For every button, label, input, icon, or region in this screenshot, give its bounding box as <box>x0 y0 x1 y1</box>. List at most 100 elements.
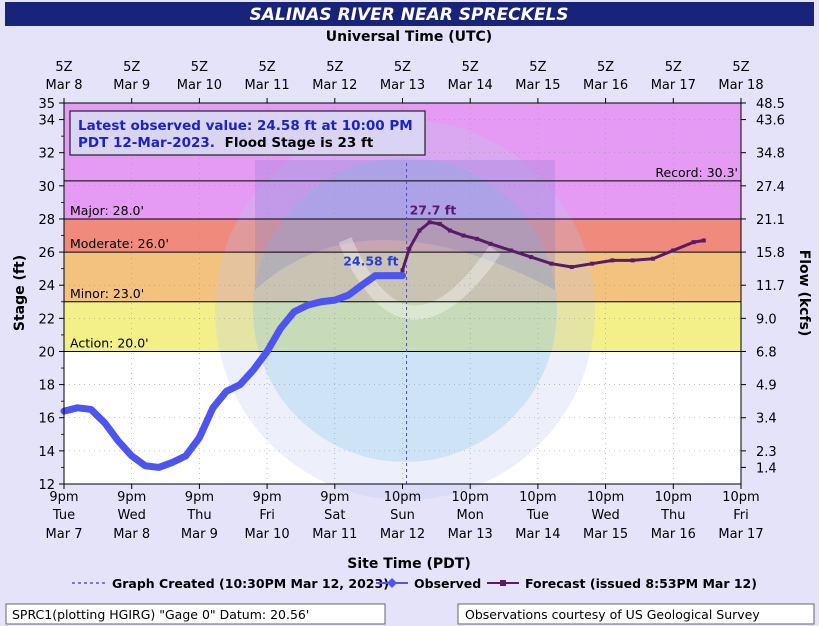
x-top-tick-time: 5Z <box>665 60 682 75</box>
x-tick-time: 10pm <box>519 490 556 505</box>
forecast-point <box>691 240 696 245</box>
x-tick-date: Mar 12 <box>380 527 425 542</box>
y-tick-label: 30 <box>38 180 55 195</box>
x-top-tick-date: Mar 16 <box>583 78 628 93</box>
x-top-tick-time: 5Z <box>462 60 479 75</box>
watermark-inner <box>253 158 557 462</box>
y-tick-label: 14 <box>38 445 55 460</box>
y2-tick-label: 27.4 <box>756 180 785 195</box>
y-tick-label: 24 <box>38 279 55 294</box>
x-tick-time: 9pm <box>49 490 78 505</box>
legend-observed-marker <box>387 578 397 588</box>
x-top-tick-date: Mar 14 <box>448 78 493 93</box>
y2-tick-label: 4.9 <box>756 379 777 394</box>
forecast-point <box>549 261 554 266</box>
y2-tick-label: 9.0 <box>756 312 777 327</box>
x-tick-dow: Wed <box>118 508 146 523</box>
forecast-point <box>417 228 422 233</box>
footer-courtesy: Observations courtesy of US Geological S… <box>465 607 760 622</box>
threshold-lines: Record: 30.3' Major: 28.0' Moderate: 26.0'… <box>64 165 741 352</box>
y-tick-label: 16 <box>38 412 55 427</box>
forecast-point <box>437 221 442 226</box>
x-tick-date: Mar 7 <box>46 527 83 542</box>
forecast-point <box>407 246 412 251</box>
noaa-watermark <box>215 120 595 500</box>
x-tick-time: 10pm <box>722 490 759 505</box>
forecast-point <box>590 261 595 266</box>
legend-forecast-label: Forecast (issued 8:53PM Mar 12) <box>525 576 757 591</box>
x-top-tick-date: Mar 8 <box>46 78 83 93</box>
y2-tick-label: 34.8 <box>756 147 785 162</box>
footer-left-box <box>5 603 386 625</box>
x-top-tick-time: 5Z <box>597 60 614 75</box>
forecast-point <box>630 258 635 263</box>
x-tick-date: Mar 17 <box>718 527 763 542</box>
x-tick-time: 9pm <box>253 490 282 505</box>
x-tick-dow: Sat <box>324 508 345 523</box>
x-top-tick-date: Mar 9 <box>113 78 150 93</box>
x-top-tick-time: 5Z <box>191 60 208 75</box>
x-tick-date: Mar 9 <box>181 527 218 542</box>
footer-datum: SPRC1(plotting HGIRG) "Gage 0" Datum: 20… <box>12 607 309 622</box>
threshold-label-record: Record: 30.3' <box>655 165 738 180</box>
forecast-point <box>427 220 432 225</box>
forecast-point <box>447 228 452 233</box>
x-tick-dow: Thu <box>186 508 211 523</box>
y-tick-label: 20 <box>38 345 55 360</box>
series-layer: 24.58 ft 27.7 ft <box>60 163 706 484</box>
x-tick-dow: Thu <box>660 508 685 523</box>
threshold-label-moderate: Moderate: 26.0' <box>70 236 169 251</box>
y2-tick-label: 2.3 <box>756 445 777 460</box>
forecast-point <box>461 233 466 238</box>
forecast-point <box>701 238 706 243</box>
y-tick-label: 32 <box>38 147 55 162</box>
observed-value-label: 24.58 ft <box>343 254 398 269</box>
x-top-tick-date: Mar 11 <box>244 78 289 93</box>
legend-created-label: Graph Created (10:30PM Mar 12, 2023) <box>112 576 389 591</box>
top-axis-label: Universal Time (UTC) <box>326 29 492 45</box>
y2-tick-label: 6.8 <box>756 345 777 360</box>
observed-series-line <box>60 272 406 471</box>
footer-right-box <box>457 603 815 625</box>
x-tick-dow: Mon <box>456 508 483 523</box>
y2-tick-label: 43.6 <box>756 114 785 129</box>
x-tick-time: 9pm <box>185 490 214 505</box>
x-top-tick-time: 5Z <box>394 60 411 75</box>
x-tick-dow: Fri <box>259 508 275 523</box>
x-top-tick-time: 5Z <box>55 60 72 75</box>
info-line2-date: PDT 12-Mar-2023. <box>78 135 215 151</box>
x-top-tick-time: 5Z <box>732 60 749 75</box>
x-top-tick-date: Mar 13 <box>380 78 425 93</box>
info-line2: PDT 12-Mar-2023. Flood Stage is 23 ft <box>78 135 374 151</box>
x-tick-date: Mar 16 <box>651 527 696 542</box>
x-tick-time: 9pm <box>320 490 349 505</box>
forecast-point <box>400 268 405 273</box>
info-line1: Latest observed value: 24.58 ft at 10:00… <box>78 118 413 134</box>
x-top-tick-date: Mar 12 <box>312 78 357 93</box>
x-tick-time: 10pm <box>384 490 421 505</box>
x-tick-date: Mar 13 <box>448 527 493 542</box>
y2-tick-label: 21.1 <box>756 213 785 228</box>
info-flood-stage: Flood Stage is 23 ft <box>225 135 374 151</box>
forecast-point <box>488 241 493 246</box>
y-tick-label: 18 <box>38 379 55 394</box>
y-tick-label: 22 <box>38 312 55 327</box>
forecast-point <box>529 255 534 260</box>
threshold-label-minor: Minor: 23.0' <box>70 286 144 301</box>
forecast-point <box>569 264 574 269</box>
x-tick-time: 9pm <box>117 490 146 505</box>
x-tick-date: Mar 10 <box>244 527 289 542</box>
x-top-tick-date: Mar 18 <box>718 78 763 93</box>
y2-tick-label: 3.4 <box>756 412 777 427</box>
x-top-tick-time: 5Z <box>123 60 140 75</box>
x-tick-dow: Wed <box>591 508 619 523</box>
x-tick-time: 10pm <box>655 490 692 505</box>
band-moderate <box>64 218 741 253</box>
bottom-axis-label: Site Time (PDT) <box>347 556 470 572</box>
forecast-point <box>650 256 655 261</box>
x-tick-date: Mar 8 <box>113 527 150 542</box>
x-tick-date: Mar 11 <box>312 527 357 542</box>
info-box: Latest observed value: 24.58 ft at 10:00… <box>69 110 426 156</box>
watermark-sky <box>255 160 555 290</box>
